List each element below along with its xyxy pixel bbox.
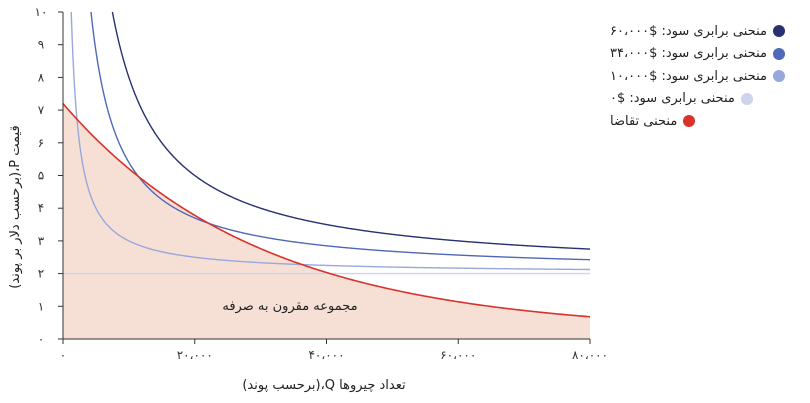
y-tick-label: ۱ — [38, 299, 44, 313]
legend: منحنی برابری سود: $۶۰،۰۰۰ منحنی برابری سو… — [610, 20, 800, 133]
y-axis-title: قیمت P،(برحسب دلار بر پوند) — [8, 125, 23, 288]
isoprofit-curve-2 — [70, 11, 590, 271]
y-tick-label: ۳ — [38, 234, 45, 248]
y-tick-label: ۱۰ — [35, 5, 48, 19]
legend-item: منحنی برابری سود: $۱۰،۰۰۰ — [610, 65, 800, 88]
y-tick-label: ۴ — [38, 201, 44, 215]
x-tick-label: ۶۰،۰۰۰ — [440, 348, 476, 362]
isoprofit-curve-1 — [90, 11, 591, 261]
legend-label: منحنی برابری سود: $۳۴،۰۰۰ — [610, 46, 767, 62]
legend-label: منحنی برابری سود: $۶۰،۰۰۰ — [610, 23, 767, 39]
feasible-set-area — [63, 103, 590, 339]
demand-curve — [62, 103, 591, 318]
y-tick-label: ۰ — [38, 332, 44, 346]
legend-swatch — [772, 25, 785, 38]
x-ticks: ۰ ۲۰،۰۰۰ ۴۰،۰۰۰ ۶۰،۰۰۰ ۸۰،۰۰۰ — [60, 339, 608, 362]
y-tick-label: ۶ — [38, 136, 44, 150]
y-tick-label: ۸ — [38, 70, 45, 84]
legend-label: منحنی برابری سود: $۱۰،۰۰۰ — [610, 68, 767, 84]
legend-swatch — [772, 47, 785, 60]
legend-swatch — [740, 92, 753, 105]
x-tick-label: ۴۰،۰۰۰ — [308, 348, 344, 362]
x-tick-label: ۰ — [60, 348, 66, 362]
legend-item: منحنی تقاضا — [610, 110, 800, 133]
legend-item: منحنی برابری سود: $۳۴،۰۰۰ — [610, 43, 800, 66]
legend-item: منحنی برابری سود: $۶۰،۰۰۰ — [610, 20, 800, 43]
x-tick-label: ۸۰،۰۰۰ — [572, 348, 608, 362]
x-axis-title: تعداد چیروها Q،(برحسب پوند) — [242, 378, 406, 393]
y-tick-label: ۲ — [38, 267, 44, 281]
series-layer — [62, 11, 591, 318]
legend-label: منحنی تقاضا — [610, 113, 678, 129]
legend-swatch — [772, 70, 785, 83]
isoprofit-curve-0 — [111, 11, 591, 250]
y-tick-label: ۹ — [38, 38, 44, 52]
legend-label: منحنی برابری سود: $۰ — [610, 91, 735, 107]
x-tick-label: ۲۰،۰۰۰ — [177, 348, 213, 362]
y-ticks: ۰ ۱ ۲ ۳ ۴ ۵ ۶ ۷ ۸ ۹ ۱۰ — [35, 5, 63, 346]
y-tick-label: ۵ — [38, 169, 44, 183]
legend-item: منحنی برابری سود: $۰ — [610, 88, 800, 111]
feasible-set-label: مجموعه مقرون به صرفه — [222, 299, 357, 314]
legend-swatch — [683, 115, 696, 128]
y-tick-label: ۷ — [38, 103, 45, 117]
